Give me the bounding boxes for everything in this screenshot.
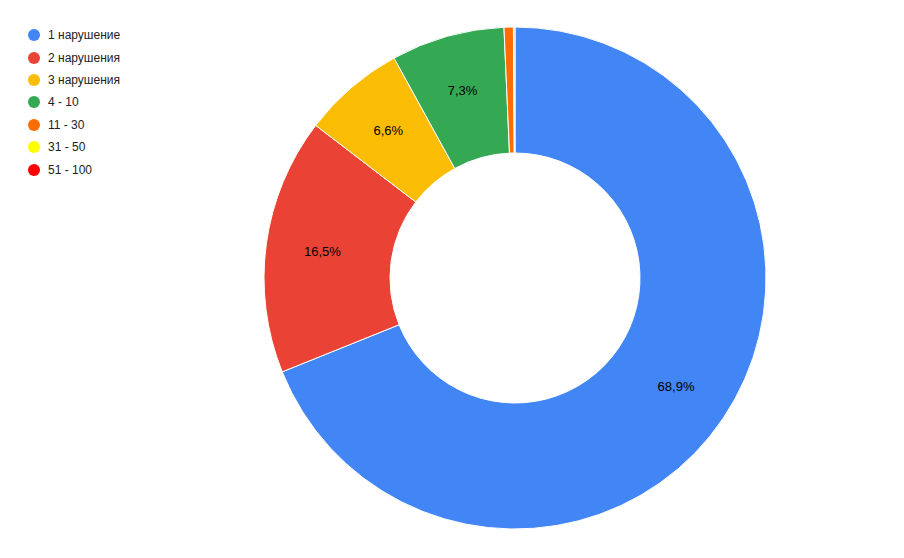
html-text:1 нарушение: 1 нарушение bbox=[48, 28, 121, 43]
svg-text:7,3%: 7,3% bbox=[448, 83, 478, 98]
html-text:2 нарушения: 2 нарушения bbox=[48, 50, 120, 65]
html-text:31 - 50: 31 - 50 bbox=[48, 140, 86, 155]
html-text:51 - 100: 51 - 100 bbox=[48, 162, 92, 177]
html-text:4 - 10: 4 - 10 bbox=[48, 95, 79, 110]
html-text:3 нарушения: 3 нарушения bbox=[48, 73, 120, 87]
svg-text:16,5%: 16,5% bbox=[304, 244, 341, 259]
svg-text:68,9%: 68,9% bbox=[658, 379, 695, 394]
svg-text:6,6%: 6,6% bbox=[374, 123, 404, 138]
html-text:11 - 30: 11 - 30 bbox=[48, 117, 85, 132]
